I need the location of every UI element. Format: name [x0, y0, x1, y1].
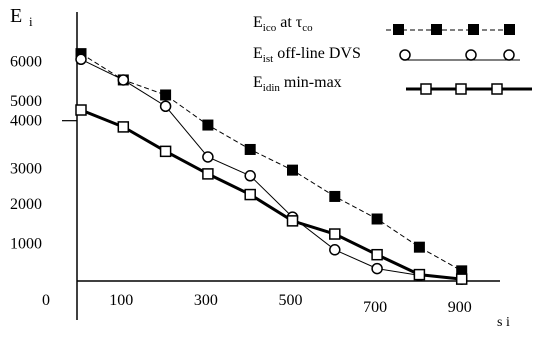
data-point-ist: [371, 262, 383, 275]
legend-ico-main: E: [253, 14, 263, 31]
data-point-ist: [329, 244, 341, 256]
svg-text:Eist off-line DVS: Eist off-line DVS: [253, 45, 361, 65]
legend-ico-sub: ico: [263, 22, 277, 34]
legend-ico-marker: [504, 24, 515, 35]
y-tick-label: 3000: [10, 160, 42, 177]
y-tick-labels: 1000 2000 3000 4000 5000 6000: [10, 54, 77, 252]
y-tick-label: 6000: [10, 54, 42, 71]
data-point-ist: [117, 74, 130, 86]
data-point-idin: [75, 104, 87, 116]
legend-idin-marker: [420, 83, 432, 95]
legend-idin-rest: min-max: [280, 74, 342, 91]
x-tick-labels: 100 300 500 700 900: [109, 292, 471, 316]
series-line-idin: [80, 108, 462, 281]
series-layer: [75, 48, 468, 285]
x-axis-label-fragment: s i: [497, 315, 510, 330]
legend-ist-marker: [465, 49, 477, 61]
data-point-ico: [329, 190, 341, 202]
data-point-ico: [413, 241, 425, 253]
legend-ist-sub: ist: [263, 53, 273, 65]
svg-text:Eidin min-max: Eidin min-max: [253, 74, 342, 94]
x-tick-label: 300: [194, 292, 218, 309]
data-point-idin: [371, 248, 383, 261]
data-point-ico: [202, 119, 214, 131]
data-point-idin: [117, 121, 130, 133]
legend-idin-main: E: [253, 74, 263, 91]
legend: Eico at τco Eist off-line DVS Eidin min-…: [253, 14, 532, 95]
y-tick-label: 5000: [10, 93, 42, 110]
legend-idin-marker: [455, 83, 467, 95]
legend-idin-sub: idin: [263, 82, 281, 94]
y-tick-label: 1000: [10, 235, 42, 252]
data-point-idin: [202, 168, 214, 180]
data-point-idin: [159, 145, 172, 158]
x-tick-label: 900: [448, 299, 472, 316]
data-point-ico: [287, 164, 298, 176]
x-tick-label: 500: [279, 292, 303, 309]
legend-item-idin: Eidin min-max: [253, 74, 532, 95]
data-point-ico: [371, 213, 383, 225]
data-point-ico: [160, 89, 172, 101]
data-point-ico: [456, 265, 468, 277]
y-axis-label-sub: i: [29, 14, 33, 29]
y-tick-label: 2000: [10, 196, 42, 213]
data-point-idin: [329, 228, 341, 240]
legend-ist-main: E: [253, 45, 263, 62]
legend-item-ist: Eist off-line DVS: [253, 45, 520, 65]
y-axis-label: E: [10, 5, 22, 27]
legend-ico-marker: [431, 24, 442, 35]
data-point-idin: [413, 268, 426, 281]
data-point-ico: [244, 143, 256, 155]
data-point-idin: [244, 188, 256, 201]
legend-ico-marker: [393, 24, 404, 35]
data-point-ist: [75, 53, 87, 66]
legend-item-ico: Eico at τco: [253, 14, 515, 35]
legend-ist-marker: [503, 49, 515, 61]
x-tick-label: 700: [363, 299, 387, 316]
data-point-idin: [455, 273, 468, 285]
legend-ist-rest: off-line DVS: [273, 45, 361, 62]
x-tick-label: 100: [109, 292, 133, 309]
y-tick-label: 4000: [10, 113, 42, 130]
svg-text:Eico at τco: Eico at τco: [253, 14, 313, 34]
series-line-ico: [80, 53, 462, 272]
data-point-ist: [202, 151, 214, 163]
data-point-ist: [159, 100, 172, 112]
legend-ico-rest: at τ: [276, 14, 303, 31]
origin-label: 0: [42, 292, 50, 309]
data-point-idin: [286, 215, 299, 227]
legend-ist-marker: [399, 49, 411, 61]
series-line-ist: [80, 58, 462, 280]
legend-ico-rest-sub: co: [302, 22, 313, 34]
data-point-ist: [244, 170, 256, 182]
legend-idin-marker: [491, 83, 503, 95]
legend-ico-marker: [468, 24, 479, 35]
